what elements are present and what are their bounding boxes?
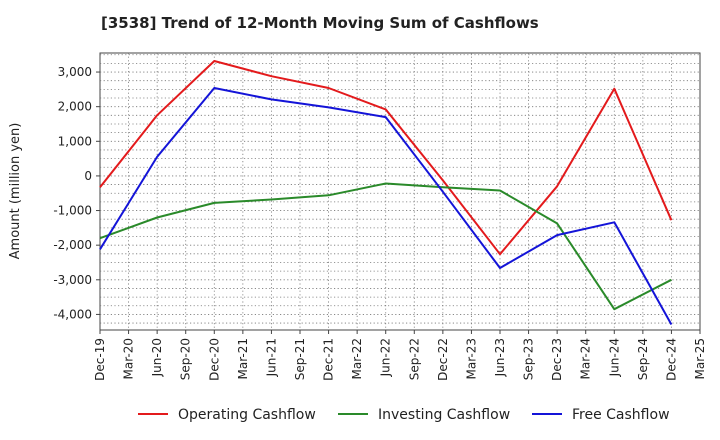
y-axis-label: Amount (million yen) — [8, 123, 23, 260]
y-tick-label: 3,000 — [58, 65, 92, 79]
x-tick-label: Sep-24 — [636, 338, 650, 380]
x-tick-label: Jun-21 — [264, 338, 278, 377]
series-line-1 — [99, 60, 673, 256]
legend: Operating Cashflow Investing Cashflow Free… — [138, 407, 670, 423]
x-tick-label: Dec-20 — [207, 338, 221, 381]
y-tick-labels: 3,000 2,000 1,000 0 -1,000 -2,000 -3,000 -4,000 — [53, 65, 100, 321]
series-line-3 — [99, 87, 673, 325]
legend-label: Investing Cashflow — [378, 407, 510, 423]
x-tick-label: Sep-20 — [179, 338, 193, 380]
x-tick-label: Sep-21 — [293, 338, 307, 380]
y-tick-label: 1,000 — [58, 134, 92, 148]
x-tick-label: Jun-24 — [607, 338, 621, 377]
x-tick-label: Mar-22 — [350, 338, 364, 379]
x-tick-label: Jun-22 — [379, 338, 393, 377]
y-tick-label: -3,000 — [53, 273, 92, 287]
y-tick-label: 0 — [84, 169, 92, 183]
y-tick-label: -1,000 — [53, 204, 92, 218]
y-tick-label: 2,000 — [58, 100, 92, 114]
x-tick-label: Mar-24 — [579, 338, 593, 379]
series-line-2 — [99, 182, 672, 311]
x-tick-label: Jun-23 — [493, 338, 507, 377]
x-tick-label: Mar-25 — [693, 338, 707, 379]
x-tick-label: Mar-23 — [464, 338, 478, 379]
x-tick-label: Sep-23 — [522, 338, 536, 380]
x-tick-label: Mar-21 — [236, 338, 250, 379]
x-tick-label: Sep-22 — [407, 338, 421, 380]
x-tick-label: Dec-23 — [550, 338, 564, 381]
y-tick-label: -2,000 — [53, 238, 92, 252]
x-tick-label: Dec-22 — [436, 338, 450, 381]
x-tick-label: Jun-20 — [150, 338, 164, 377]
grid-lines — [100, 53, 700, 330]
plot-area — [99, 52, 701, 331]
x-tick-label: Dec-19 — [93, 338, 107, 381]
chart-title: [3538] Trend of 12-Month Moving Sum of C… — [101, 14, 539, 32]
x-tick-label: Dec-21 — [322, 338, 336, 381]
y-tick-label: -4,000 — [53, 307, 92, 321]
x-tick-label: Dec-24 — [664, 338, 678, 381]
legend-label: Operating Cashflow — [178, 407, 316, 423]
x-tick-label: Mar-20 — [122, 338, 136, 379]
legend-label: Free Cashflow — [572, 407, 670, 423]
series-lines — [99, 60, 673, 325]
x-tick-labels: Dec-19 Mar-20 Jun-20 Sep-20 Dec-20 Mar-21 Jun-… — [93, 330, 707, 381]
